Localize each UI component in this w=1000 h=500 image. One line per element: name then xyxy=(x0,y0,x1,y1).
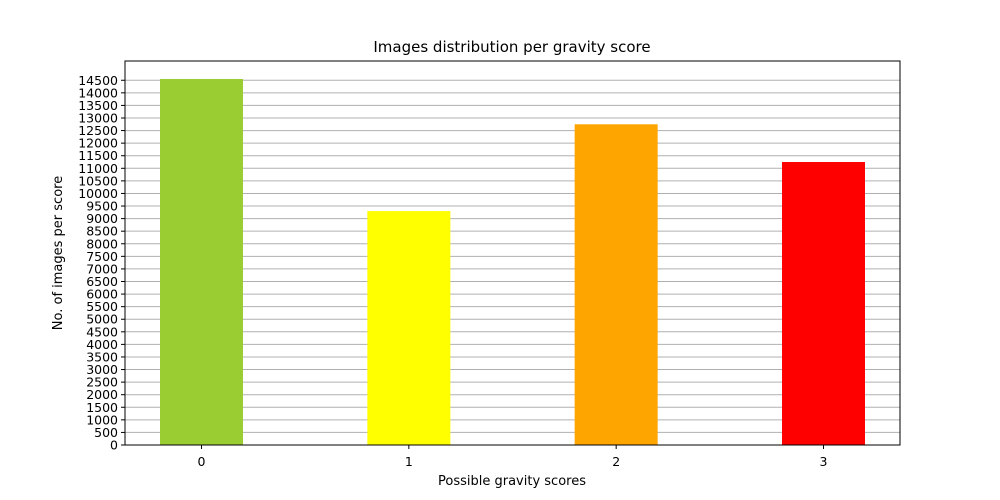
y-tick-label: 6000 xyxy=(86,287,118,302)
x-tick-label: 1 xyxy=(405,454,413,469)
y-tick-label: 9500 xyxy=(86,199,118,214)
y-tick-label: 4500 xyxy=(86,324,118,339)
y-tick-label: 5000 xyxy=(86,312,118,327)
y-tick-label: 9000 xyxy=(86,211,118,226)
gridlines xyxy=(125,79,900,446)
y-tick-label: 2500 xyxy=(86,375,118,390)
y-tick-label: 11000 xyxy=(78,161,118,176)
bar-1 xyxy=(367,211,451,445)
x-axis-ticks: 0 1 2 3 xyxy=(198,445,828,469)
y-tick-label: 0 xyxy=(110,438,118,453)
y-tick-label: 12000 xyxy=(78,136,118,151)
x-tick-label: 3 xyxy=(820,454,828,469)
y-tick-label: 12500 xyxy=(78,123,118,138)
y-tick-label: 8000 xyxy=(86,236,118,251)
chart-title: Images distribution per gravity score xyxy=(373,38,650,56)
bar-2 xyxy=(574,124,658,445)
y-tick-label: 1000 xyxy=(86,412,118,427)
y-tick-label: 3500 xyxy=(86,349,118,364)
plot-frame xyxy=(124,60,901,446)
y-tick-label: 8500 xyxy=(86,224,118,239)
y-tick-label: 7000 xyxy=(86,261,118,276)
y-tick-label: 13500 xyxy=(78,98,118,113)
y-tick-label: 10000 xyxy=(78,186,118,201)
y-axis-label: No. of images per score xyxy=(51,176,66,330)
x-axis-label: Possible gravity scores xyxy=(438,474,586,489)
y-tick-label: 3000 xyxy=(86,362,118,377)
bars xyxy=(160,79,865,445)
bar-0 xyxy=(160,79,243,445)
y-tick-label: 6500 xyxy=(86,274,118,289)
y-axis-ticks: 0500100015002000250030003500400045005000… xyxy=(78,73,125,453)
y-tick-label: 500 xyxy=(94,425,118,440)
x-tick-label: 2 xyxy=(612,454,620,469)
y-tick-label: 13000 xyxy=(78,110,118,125)
bar-3 xyxy=(782,162,865,445)
y-tick-label: 7500 xyxy=(86,249,118,264)
y-tick-label: 14000 xyxy=(78,85,118,100)
y-tick-label: 2000 xyxy=(86,387,118,402)
x-tick-label: 0 xyxy=(198,454,206,469)
y-tick-label: 5500 xyxy=(86,299,118,314)
y-tick-label: 1500 xyxy=(86,400,118,415)
y-tick-label: 14500 xyxy=(78,73,118,88)
y-tick-label: 10500 xyxy=(78,173,118,188)
y-tick-label: 11500 xyxy=(78,148,118,163)
y-tick-label: 4000 xyxy=(86,337,118,352)
